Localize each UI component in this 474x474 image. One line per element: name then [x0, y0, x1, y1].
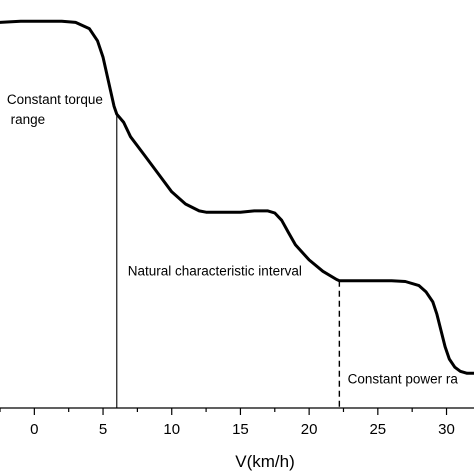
- x-tick-label: 5: [99, 421, 107, 438]
- reference-lines: [116, 114, 341, 408]
- x-tick-label: 30: [438, 421, 455, 438]
- x-tick-label: 10: [163, 421, 180, 438]
- series-line: [0, 19, 474, 375]
- x-axis-label: V(km/h): [235, 452, 295, 471]
- x-ticks: 0 5 10 15 20 25 30: [0, 408, 455, 438]
- x-tick-label: 25: [369, 421, 386, 438]
- annotation-1-line-1: Constant torque: [7, 92, 103, 107]
- x-tick-label: 15: [232, 421, 249, 438]
- annotation-2: Natural characteristic interval: [128, 263, 302, 278]
- annotations: Constant torque range Natural characteris…: [7, 92, 459, 386]
- x-tick-label: 20: [301, 421, 318, 438]
- x-tick-label: 0: [30, 421, 38, 438]
- annotation-3: Constant power ra: [348, 372, 459, 387]
- annotation-1-line-2: range: [7, 112, 45, 127]
